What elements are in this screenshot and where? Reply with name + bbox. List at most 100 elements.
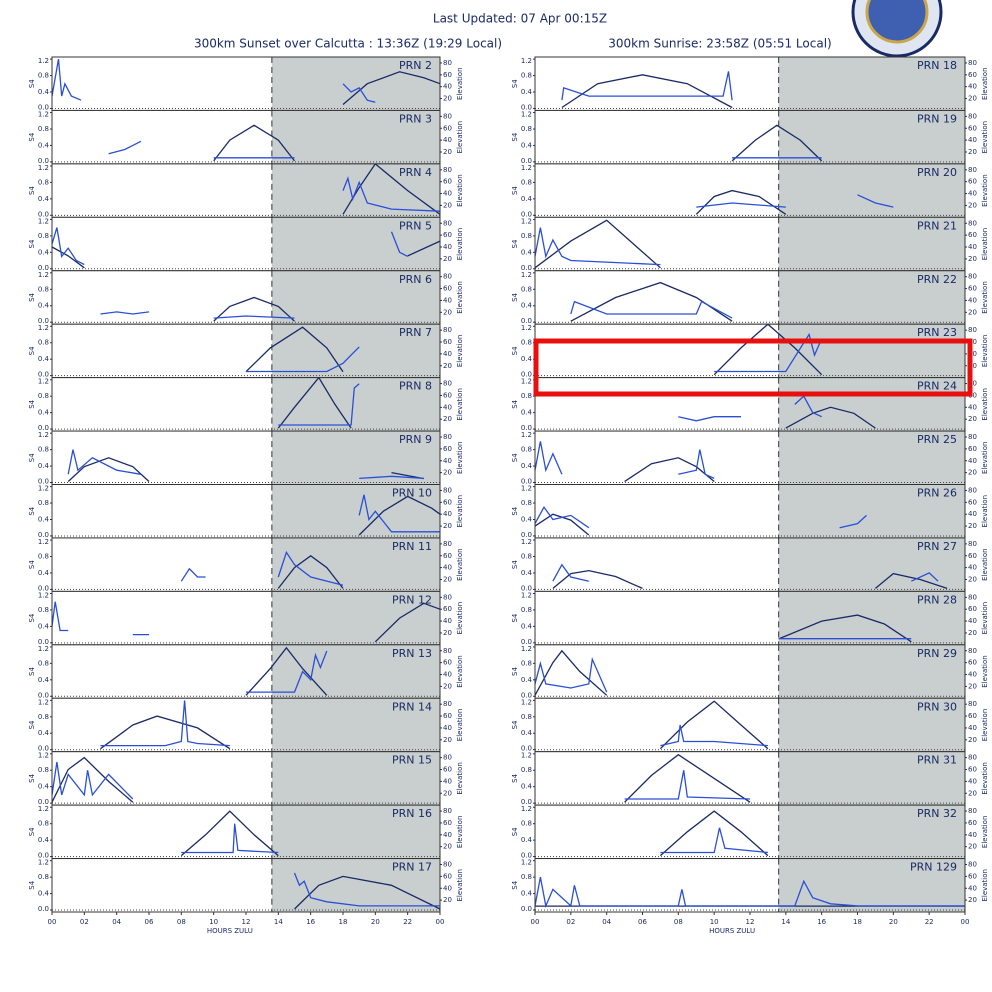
night-shade: [271, 110, 440, 164]
night-shade: [778, 698, 965, 752]
s4-line: [358, 494, 440, 533]
s4-line: [534, 441, 715, 479]
y2-tick-label: 20: [968, 255, 977, 263]
y2-tick-label: 20: [443, 522, 452, 530]
y2-tick-label: 40: [968, 83, 977, 91]
night-shade: [778, 431, 965, 485]
s4-line: [534, 227, 661, 266]
y-tick-label: 1.2: [38, 324, 49, 332]
panel-title: PRN 23: [917, 326, 957, 339]
y2-tick-label: 40: [968, 777, 977, 785]
panel: PRN 30: [535, 698, 965, 752]
y-tick-label: 0.8: [38, 820, 49, 828]
y2-tick-label: 60: [968, 498, 977, 506]
elevation-line: [51, 240, 441, 269]
panel-title: PRN 24: [917, 380, 957, 393]
y-axis-label: S4: [28, 506, 36, 515]
x-tick-label: 08: [674, 918, 683, 926]
panel: PRN 4: [52, 163, 441, 218]
y-tick-label: 0.0: [38, 531, 49, 539]
y-tick-label: 0.0: [38, 424, 49, 432]
s4-line: [246, 650, 328, 693]
highlight-box: [533, 338, 973, 397]
night-shade: [271, 644, 440, 699]
elevation-line: [624, 753, 751, 803]
panel: PRN 7: [52, 324, 440, 378]
y2-tick-label: 60: [968, 605, 977, 613]
y-axis-label: S4: [511, 239, 519, 248]
s4-line: [293, 872, 440, 907]
panel-title: PRN 18: [917, 59, 957, 72]
y-tick-label: 0.0: [38, 905, 49, 913]
elevation-line: [213, 296, 295, 322]
y2-tick-label: 60: [968, 71, 977, 79]
panel-title: PRN 8: [399, 380, 432, 393]
panel-title: PRN 4: [399, 166, 432, 179]
y2-tick-label: 20: [968, 308, 977, 316]
x-tick-label: 00: [48, 918, 57, 926]
y2-tick-label: 80: [443, 540, 452, 548]
y-tick-label: 0.8: [38, 232, 49, 240]
y-axis-label: S4: [511, 346, 519, 355]
y2-tick-label: 60: [968, 178, 977, 186]
y-axis-label: S4: [28, 667, 36, 676]
y2-tick-label: 40: [443, 884, 452, 892]
elevation-line: [100, 715, 231, 750]
y-tick-label: 0.8: [521, 552, 532, 560]
panel-title: PRN 11: [392, 540, 432, 553]
x-axis-label: HOURS ZULU: [207, 927, 253, 935]
panel-title: PRN 2: [399, 59, 432, 72]
elevation-line: [659, 810, 769, 857]
y2-axis-label: Elevation: [456, 869, 464, 902]
y-axis-label: S4: [28, 720, 36, 729]
y2-tick-label: 80: [443, 754, 452, 762]
x-tick-label: 12: [746, 918, 755, 926]
y-tick-label: 0.8: [521, 285, 532, 293]
y-tick-label: 0.4: [521, 783, 533, 791]
panel-title: PRN 15: [392, 754, 432, 767]
y2-tick-label: 80: [968, 326, 977, 334]
x-tick-label: 10: [710, 918, 719, 926]
y-tick-label: 0.4: [38, 462, 50, 470]
y-tick-label: 0.4: [521, 195, 533, 203]
y2-axis-label: Elevation: [456, 335, 464, 368]
y-tick-label: 0.4: [521, 409, 533, 417]
y2-tick-label: 80: [968, 219, 977, 227]
y2-tick-label: 20: [968, 415, 977, 423]
y-tick-label: 0.0: [38, 584, 49, 592]
sunrise-note: 300km Sunrise: 23:58Z (05:51 Local): [608, 37, 831, 51]
y2-axis-label: Elevation: [981, 602, 989, 635]
y2-tick-label: 80: [968, 166, 977, 174]
y-axis-label: S4: [28, 613, 36, 622]
y2-tick-label: 20: [443, 95, 452, 103]
y-tick-label: 0.8: [38, 72, 49, 80]
panel: PRN 25: [534, 431, 965, 485]
y-tick-label: 0.0: [521, 424, 532, 432]
y-tick-label: 0.8: [38, 178, 49, 186]
y2-tick-label: 80: [443, 807, 452, 815]
y2-tick-label: 20: [968, 522, 977, 530]
y2-tick-label: 40: [968, 243, 977, 251]
y2-axis-label: Elevation: [981, 762, 989, 795]
night-shade: [778, 751, 965, 806]
y2-tick-label: 60: [968, 872, 977, 880]
y-tick-label: 1.2: [38, 271, 49, 279]
y2-tick-label: 80: [968, 807, 977, 815]
s4-line: [100, 311, 295, 319]
y2-tick-label: 60: [968, 231, 977, 239]
panel: PRN 28: [535, 591, 965, 645]
y2-tick-label: 20: [443, 629, 452, 637]
y2-axis-label: Elevation: [456, 281, 464, 314]
y-axis-label: S4: [511, 292, 519, 301]
panel: PRN 23: [535, 324, 965, 378]
y2-tick-label: 80: [443, 861, 452, 869]
y-tick-label: 0.0: [521, 691, 532, 699]
y-tick-label: 1.2: [521, 57, 532, 65]
y2-axis-label: Elevation: [456, 121, 464, 154]
panel-title: PRN 31: [917, 754, 957, 767]
y2-tick-label: 40: [968, 617, 977, 625]
panel-title: PRN 129: [910, 861, 957, 874]
y-tick-label: 0.4: [521, 141, 533, 149]
s4-line: [67, 449, 424, 480]
y2-axis-label: Elevation: [456, 548, 464, 581]
